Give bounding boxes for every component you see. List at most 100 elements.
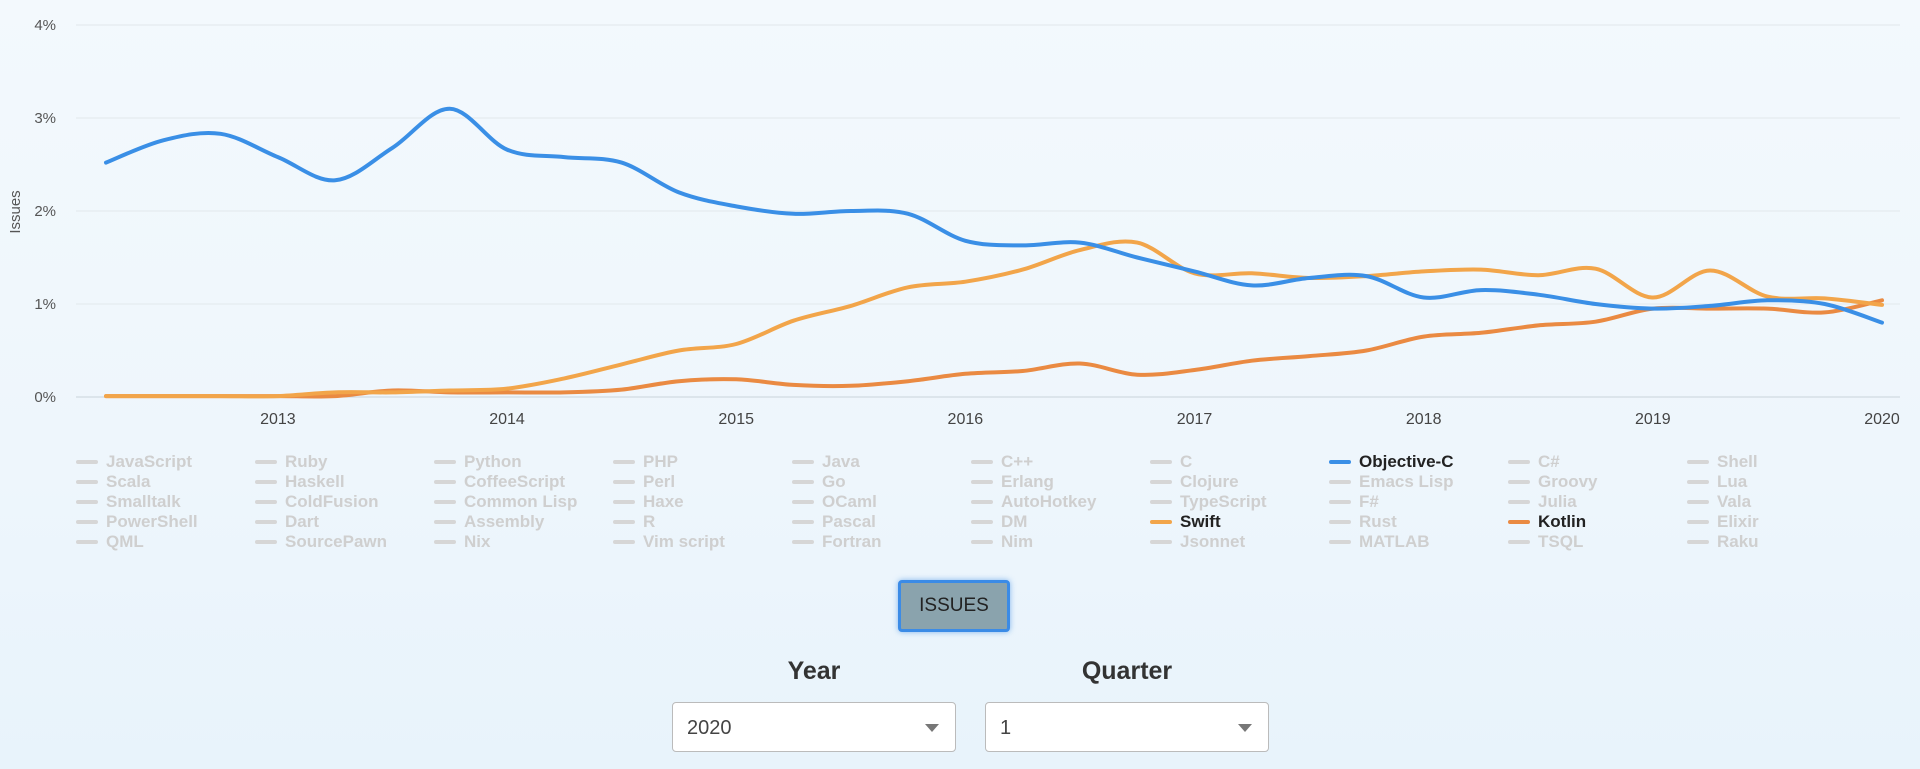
- legend-item-pascal[interactable]: Pascal: [792, 512, 971, 532]
- legend-item-f-[interactable]: F#: [1329, 492, 1508, 512]
- y-tick-label: 3%: [34, 110, 56, 127]
- legend-item-emacs-lisp[interactable]: Emacs Lisp: [1329, 472, 1508, 492]
- legend-item-lua[interactable]: Lua: [1687, 472, 1866, 492]
- legend-item-c-[interactable]: C++: [971, 452, 1150, 472]
- legend-item-typescript[interactable]: TypeScript: [1150, 492, 1329, 512]
- legend-label: Swift: [1180, 512, 1221, 531]
- legend-label: Emacs Lisp: [1359, 472, 1454, 491]
- legend-item-common-lisp[interactable]: Common Lisp: [434, 492, 613, 512]
- x-tick-label: 2018: [1406, 411, 1442, 428]
- legend-item-dm[interactable]: DM: [971, 512, 1150, 532]
- legend-item-coldfusion[interactable]: ColdFusion: [255, 492, 434, 512]
- legend-item-ocaml[interactable]: OCaml: [792, 492, 971, 512]
- quarter-select[interactable]: 1: [985, 702, 1269, 752]
- legend-item-go[interactable]: Go: [792, 472, 971, 492]
- legend-label: Nix: [464, 532, 491, 551]
- legend-label: Kotlin: [1538, 512, 1587, 531]
- legend-swatch: [1329, 460, 1351, 464]
- legend-swatch: [1508, 540, 1530, 544]
- legend-label: Haxe: [643, 492, 684, 511]
- legend-item-julia[interactable]: Julia: [1508, 492, 1687, 512]
- x-tick-label: 2020: [1864, 411, 1900, 428]
- legend-swatch: [1329, 480, 1351, 484]
- legend-item-erlang[interactable]: Erlang: [971, 472, 1150, 492]
- legend-label: Objective-C: [1359, 452, 1454, 471]
- legend-label: Scala: [106, 472, 151, 491]
- legend-label: Python: [464, 452, 522, 471]
- legend-item-fortran[interactable]: Fortran: [792, 532, 971, 552]
- legend-item-php[interactable]: PHP: [613, 452, 792, 472]
- legend-item-perl[interactable]: Perl: [613, 472, 792, 492]
- legend-swatch: [613, 480, 635, 484]
- y-tick-label: 4%: [34, 17, 56, 34]
- legend-label: F#: [1359, 492, 1379, 511]
- legend-swatch: [971, 540, 993, 544]
- legend-label: Jsonnet: [1180, 532, 1246, 551]
- legend-item-rust[interactable]: Rust: [1329, 512, 1508, 532]
- legend-item-python[interactable]: Python: [434, 452, 613, 472]
- legend-swatch: [1508, 460, 1530, 464]
- year-select[interactable]: 2020: [672, 702, 956, 752]
- issues-button[interactable]: ISSUES: [898, 580, 1010, 632]
- legend-item-matlab[interactable]: MATLAB: [1329, 532, 1508, 552]
- legend-label: R: [643, 512, 656, 531]
- legend-item-elixir[interactable]: Elixir: [1687, 512, 1866, 532]
- legend-item-vim-script[interactable]: Vim script: [613, 532, 792, 552]
- legend-item-scala[interactable]: Scala: [76, 472, 255, 492]
- legend-item-haxe[interactable]: Haxe: [613, 492, 792, 512]
- legend-label: Java: [822, 452, 860, 471]
- legend-item-objective-c[interactable]: Objective-C: [1329, 452, 1508, 472]
- legend-label: Fortran: [822, 532, 882, 551]
- legend-item-haskell[interactable]: Haskell: [255, 472, 434, 492]
- legend-item-coffeescript[interactable]: CoffeeScript: [434, 472, 613, 492]
- legend-item-c-[interactable]: C#: [1508, 452, 1687, 472]
- legend-item-nim[interactable]: Nim: [971, 532, 1150, 552]
- legend-label: Groovy: [1538, 472, 1598, 491]
- legend-swatch: [434, 460, 456, 464]
- legend-label: Perl: [643, 472, 676, 491]
- quarter-select-value: 1: [1000, 717, 1012, 739]
- legend-item-vala[interactable]: Vala: [1687, 492, 1866, 512]
- legend-swatch: [1687, 460, 1709, 464]
- legend-swatch: [255, 540, 277, 544]
- legend-item-r[interactable]: R: [613, 512, 792, 532]
- legend-item-tsql[interactable]: TSQL: [1508, 532, 1687, 552]
- y-tick-label: 2%: [34, 203, 56, 220]
- legend-swatch: [1687, 520, 1709, 524]
- legend-item-groovy[interactable]: Groovy: [1508, 472, 1687, 492]
- legend-item-nix[interactable]: Nix: [434, 532, 613, 552]
- legend-label: AutoHotkey: [1001, 492, 1097, 511]
- legend-item-raku[interactable]: Raku: [1687, 532, 1866, 552]
- legend-item-smalltalk[interactable]: Smalltalk: [76, 492, 255, 512]
- legend-swatch: [1508, 520, 1530, 524]
- legend-item-sourcepawn[interactable]: SourcePawn: [255, 532, 434, 552]
- x-tick-label: 2019: [1635, 411, 1671, 428]
- legend-item-clojure[interactable]: Clojure: [1150, 472, 1329, 492]
- x-tick-label: 2013: [260, 411, 296, 428]
- legend-item-assembly[interactable]: Assembly: [434, 512, 613, 532]
- legend-item-shell[interactable]: Shell: [1687, 452, 1866, 472]
- legend-item-java[interactable]: Java: [792, 452, 971, 472]
- legend-item-javascript[interactable]: JavaScript: [76, 452, 255, 472]
- legend-label: Nim: [1001, 532, 1034, 551]
- legend-label: Go: [822, 472, 846, 491]
- legend-item-c[interactable]: C: [1150, 452, 1329, 472]
- legend-item-kotlin[interactable]: Kotlin: [1508, 512, 1687, 532]
- legend-swatch: [1329, 540, 1351, 544]
- legend-item-swift[interactable]: Swift: [1150, 512, 1329, 532]
- legend-label: SourcePawn: [285, 532, 388, 551]
- legend-swatch: [1329, 500, 1351, 504]
- legend-item-ruby[interactable]: Ruby: [255, 452, 434, 472]
- legend-item-jsonnet[interactable]: Jsonnet: [1150, 532, 1329, 552]
- legend-item-dart[interactable]: Dart: [255, 512, 434, 532]
- legend-item-qml[interactable]: QML: [76, 532, 255, 552]
- legend-swatch: [76, 500, 98, 504]
- legend: JavaScript Ruby Python PHP Java C++ C Objective…: [76, 452, 1876, 552]
- legend-swatch: [971, 460, 993, 464]
- legend-swatch: [434, 520, 456, 524]
- legend-item-powershell[interactable]: PowerShell: [76, 512, 255, 532]
- legend-label: C: [1180, 452, 1193, 471]
- legend-swatch: [1150, 460, 1172, 464]
- legend-label: Dart: [285, 512, 320, 531]
- legend-item-autohotkey[interactable]: AutoHotkey: [971, 492, 1150, 512]
